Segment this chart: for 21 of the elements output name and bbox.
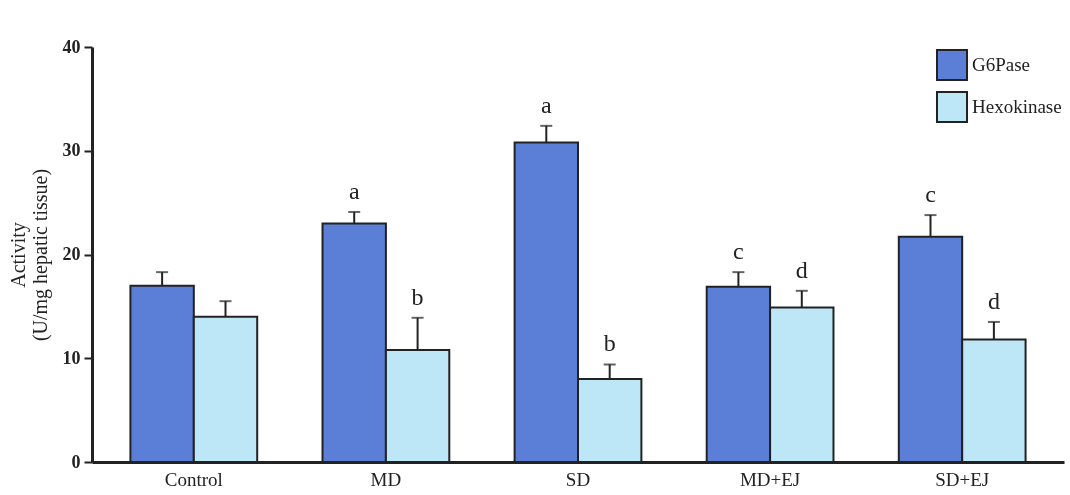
annotation: a — [540, 91, 552, 118]
y-tick-label: 10 — [62, 347, 81, 368]
annotation: b — [603, 330, 616, 357]
x-tick-label: SD — [565, 468, 591, 490]
y-tick-label: 30 — [62, 140, 81, 161]
y-tick-label: 40 — [62, 36, 81, 57]
annotation: c — [925, 181, 936, 208]
x-tick-label: MD+EJ — [739, 468, 801, 490]
y-tick-label: 20 — [62, 244, 81, 264]
y-tick-label: 0 — [71, 451, 81, 472]
y-axis-title: Activity (U/mg hepatic tissue) — [6, 168, 52, 342]
annotation: d — [987, 287, 1000, 314]
legend-label: G6Pase — [972, 54, 1031, 75]
annotation: c — [733, 238, 744, 265]
legend-label: Hexokinase — [972, 96, 1062, 117]
x-tick-label: MD — [370, 468, 402, 490]
x-tick-label: Control — [164, 468, 223, 490]
annotation: b — [411, 283, 424, 310]
x-tick-label: SD+EJ — [935, 468, 990, 490]
annotation: a — [348, 177, 360, 204]
annotation: d — [795, 256, 808, 283]
